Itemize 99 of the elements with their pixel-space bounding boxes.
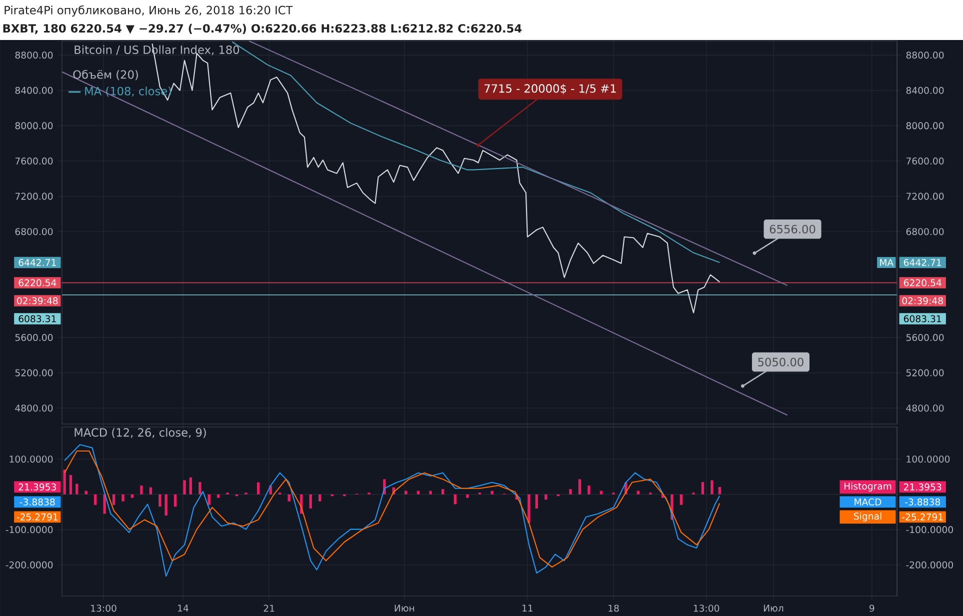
y-tick-label: 4800.00 bbox=[15, 404, 53, 412]
bar bbox=[528, 494, 530, 523]
bar bbox=[94, 494, 97, 505]
bar bbox=[256, 482, 260, 494]
bar bbox=[535, 494, 538, 508]
chart-subtitle: BXBT, 180 6220.54 ▼ −29.27 (−0.47%) O:6220.66 H:6223.88 L:6212.82 C:6220.54 bbox=[3, 24, 522, 34]
text: 02:39:48 bbox=[902, 297, 943, 304]
ref-line-label: 6083.31 bbox=[18, 315, 56, 322]
bar bbox=[718, 486, 722, 494]
y-tick-label: -200.0000 bbox=[6, 561, 53, 568]
x-tick-label: 13:00 bbox=[91, 604, 116, 612]
bar bbox=[442, 489, 444, 494]
y-tick-label: 7200.00 bbox=[15, 192, 53, 200]
bar bbox=[636, 490, 640, 494]
bar bbox=[198, 482, 202, 494]
text: Signal bbox=[854, 512, 882, 522]
bar bbox=[490, 490, 494, 494]
bar bbox=[288, 494, 290, 502]
y2-tick-label: 5600.00 bbox=[906, 334, 944, 342]
bar bbox=[140, 486, 143, 494]
bar bbox=[122, 494, 124, 502]
y-tick-label: -100.0000 bbox=[6, 526, 53, 534]
bar bbox=[84, 490, 88, 494]
y2-tick-label: 7200.00 bbox=[906, 192, 944, 200]
bar bbox=[309, 494, 312, 508]
x-tick-label: 21 bbox=[264, 604, 274, 612]
bar bbox=[216, 494, 220, 498]
y2-tick-label: -200.0000 bbox=[906, 561, 953, 568]
annotation: 5050.00 bbox=[758, 358, 804, 366]
text: -3.8838 bbox=[905, 498, 940, 506]
y-tick-label: 8800.00 bbox=[15, 52, 53, 59]
x-tick-label: 11 bbox=[522, 604, 533, 612]
y2-tick-label: 4800.00 bbox=[906, 404, 944, 412]
ref-line-label: 6220.54 bbox=[18, 279, 56, 286]
bar bbox=[174, 494, 177, 507]
bar bbox=[149, 487, 152, 494]
x-tick-label: 14 bbox=[178, 604, 188, 612]
bar bbox=[318, 494, 322, 502]
bar bbox=[103, 494, 106, 514]
text: 6442.71 bbox=[18, 258, 56, 266]
text: 21.3953 bbox=[904, 483, 942, 490]
bar bbox=[158, 494, 162, 507]
y-tick-label: 5600.00 bbox=[15, 334, 53, 342]
x-tick-label: Июл bbox=[764, 604, 784, 612]
y-tick-label: 6800.00 bbox=[15, 228, 53, 236]
bar bbox=[112, 494, 116, 505]
chart-title: MACD (12, 26, close, 9) bbox=[74, 428, 206, 438]
bar bbox=[710, 480, 714, 494]
y2-tick-label: -100.0000 bbox=[906, 526, 953, 534]
y2-tick-label: 8000.00 bbox=[906, 122, 944, 130]
x-tick-label: Июн bbox=[394, 604, 414, 612]
annotation: 7715 - 20000$ - 1/5 #1 bbox=[484, 84, 616, 94]
bar bbox=[701, 482, 704, 494]
bar bbox=[208, 494, 210, 505]
x-tick-label: 18 bbox=[608, 604, 619, 612]
y-tick-label: 5200.00 bbox=[15, 369, 53, 376]
y-tick-label: 8400.00 bbox=[15, 86, 53, 94]
y2-tick-label: 8800.00 bbox=[906, 52, 944, 59]
y2-tick-label: 6800.00 bbox=[906, 228, 944, 236]
bar bbox=[183, 480, 186, 494]
text: -25.2791 bbox=[16, 513, 58, 520]
text: Histogram bbox=[844, 482, 892, 492]
bar bbox=[588, 486, 590, 494]
text: Pirate4Pi опубликовано, Июнь 26, 2018 16:20 ICT bbox=[4, 5, 293, 17]
bar bbox=[578, 479, 582, 494]
annotation: 6556.00 bbox=[770, 224, 816, 234]
x-tick-label: 9 bbox=[870, 604, 874, 612]
y2-tick-label: 5200.00 bbox=[906, 369, 944, 376]
annotation: Объём (20) bbox=[73, 70, 138, 80]
text: 6083.31 bbox=[904, 315, 942, 322]
text: -25.2791 bbox=[902, 513, 943, 520]
y-tick-label: 8000.00 bbox=[15, 122, 53, 130]
bar bbox=[600, 490, 603, 494]
bar bbox=[164, 494, 168, 516]
bar bbox=[130, 494, 134, 498]
bar bbox=[429, 490, 432, 494]
y2-tick-label: 100.0000 bbox=[906, 456, 950, 463]
y-tick-label: 100.0000 bbox=[10, 456, 53, 463]
bar bbox=[76, 484, 78, 494]
x-tick-label: 13:00 bbox=[694, 604, 720, 612]
bar bbox=[454, 494, 457, 504]
text: 6442.71 bbox=[904, 258, 942, 266]
bar bbox=[69, 474, 72, 494]
bar bbox=[404, 490, 408, 494]
text: 6220.54 bbox=[904, 279, 942, 286]
text: 02:39:48 bbox=[17, 297, 58, 304]
annotation: MA bbox=[880, 259, 894, 266]
bar bbox=[63, 470, 66, 494]
bar bbox=[680, 494, 683, 505]
bar bbox=[189, 477, 192, 494]
text: MACD bbox=[854, 498, 882, 506]
bar bbox=[569, 489, 572, 494]
y2-tick-label: 8400.00 bbox=[906, 86, 944, 94]
y2-tick-label: 7600.00 bbox=[906, 157, 944, 165]
bar bbox=[416, 490, 420, 494]
text: 21.3953 bbox=[18, 483, 56, 490]
y-tick-label: 7600.00 bbox=[15, 157, 53, 165]
text: -3.8838 bbox=[20, 498, 55, 506]
bar bbox=[466, 494, 469, 498]
